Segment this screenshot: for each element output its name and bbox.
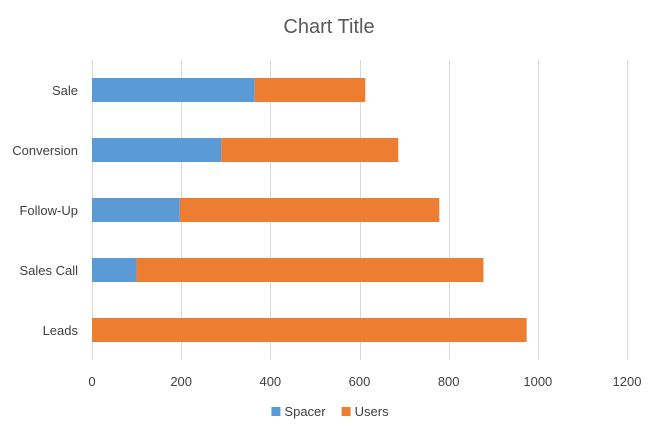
chart-title: Chart Title xyxy=(283,16,374,38)
category-label: Follow-Up xyxy=(19,203,78,218)
x-tick-label: 800 xyxy=(438,374,460,389)
legend-label-spacer: Spacer xyxy=(284,404,326,419)
legend-swatch-users xyxy=(341,407,351,416)
category-label: Sale xyxy=(52,83,78,98)
bar-spacer-conversion xyxy=(92,138,222,162)
x-tick-label: 400 xyxy=(259,374,281,389)
x-tick-label: 1000 xyxy=(523,374,552,389)
x-tick-label: 0 xyxy=(88,374,95,389)
category-axis: Sale Conversion Follow-Up Sales Call Leads xyxy=(12,83,78,338)
bar-users-follow-up xyxy=(179,198,440,222)
x-tick-label: 1200 xyxy=(613,374,642,389)
bar-users-sales-call xyxy=(136,258,484,282)
category-label: Conversion xyxy=(12,143,78,158)
bar-spacer-follow-up xyxy=(92,198,180,222)
category-label: Leads xyxy=(43,323,79,338)
legend: Spacer Users xyxy=(271,404,389,419)
x-tick-label: 200 xyxy=(170,374,192,389)
value-axis: 0 200 400 600 800 1000 1200 xyxy=(88,374,641,389)
bar-spacer-sales-call xyxy=(92,258,137,282)
legend-swatch-spacer xyxy=(271,407,281,416)
bar-users-conversion xyxy=(221,138,399,162)
category-label: Sales Call xyxy=(19,263,78,278)
legend-label-users: Users xyxy=(355,404,389,419)
bar-users-sale xyxy=(254,78,366,102)
x-tick-label: 600 xyxy=(349,374,371,389)
bar-users-leads xyxy=(92,318,527,342)
bar-spacer-sale xyxy=(92,78,255,102)
bars xyxy=(92,78,527,342)
